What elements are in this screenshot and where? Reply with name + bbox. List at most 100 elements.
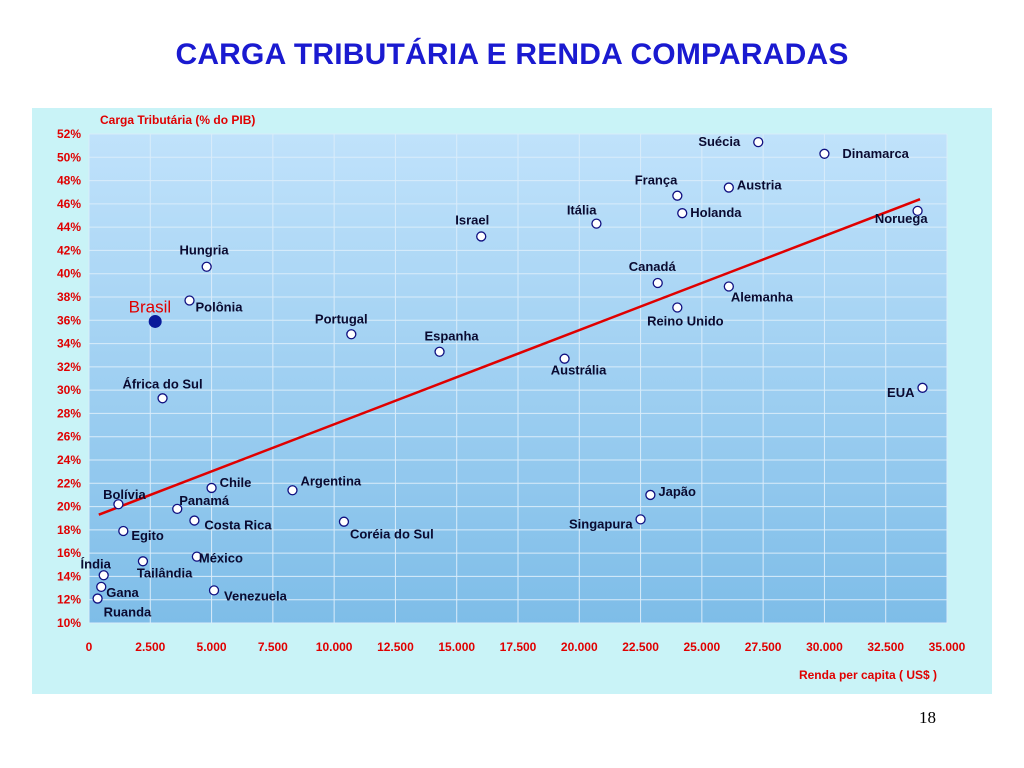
data-point: Portugal [315, 311, 368, 340]
y-tick-label: 18% [57, 523, 81, 537]
point-label: México [199, 551, 243, 566]
point-label: Itália [567, 203, 597, 218]
data-point: Costa Rica [189, 515, 272, 533]
point-marker [652, 277, 663, 289]
x-tick-label: 22.500 [622, 640, 659, 654]
x-tick-label: 32.500 [867, 640, 904, 654]
point-label: Panamá [179, 493, 230, 508]
point-marker [184, 295, 195, 306]
y-tick-label: 36% [57, 313, 81, 327]
data-point: Austria [723, 178, 782, 193]
data-point: África do Sul [122, 376, 203, 404]
point-label: Egito [131, 528, 164, 543]
y-tick-label: 28% [57, 406, 81, 420]
point-marker [912, 205, 923, 216]
point-label: Ruanda [104, 605, 152, 620]
y-tick-label: 40% [57, 267, 81, 281]
x-tick-label: 20.000 [561, 640, 598, 654]
point-marker [677, 208, 688, 219]
point-label: Canadá [629, 259, 677, 274]
data-point: Holanda [677, 205, 742, 220]
point-label: Reino Unido [647, 313, 724, 328]
x-axis-label: Renda per capita ( US$ ) [799, 668, 937, 682]
data-point: Israel [455, 212, 489, 242]
point-marker [201, 261, 212, 272]
point-label: Tailândia [137, 565, 193, 580]
data-point: EUA [887, 382, 928, 400]
page-number: 18 [919, 708, 936, 727]
point-marker [559, 353, 570, 364]
data-point: Índia [81, 556, 112, 581]
y-tick-label: 42% [57, 243, 81, 257]
x-tick-label: 12.500 [377, 640, 414, 654]
data-point: Dinamarca [819, 146, 910, 161]
point-marker [591, 218, 602, 229]
y-tick-label: 26% [57, 430, 81, 444]
data-point: Gana [96, 581, 140, 600]
data-point: Itália [567, 203, 602, 229]
point-marker [434, 346, 445, 357]
point-label: Hungria [180, 243, 230, 258]
highlight-point-marker [148, 314, 162, 328]
point-marker [819, 148, 830, 159]
y-tick-label: 44% [57, 220, 81, 234]
point-marker [96, 581, 107, 593]
point-label: EUA [887, 385, 915, 400]
point-marker [723, 182, 734, 193]
data-points: Suécia Dinamarca França Austria Holanda Itáli… [81, 134, 929, 619]
y-tick-label: 24% [57, 453, 81, 467]
trend-line [98, 198, 921, 516]
point-marker [113, 499, 124, 510]
point-label: Japão [658, 484, 696, 499]
data-point: Suécia [698, 134, 764, 149]
x-tick-label: 27.500 [745, 640, 782, 654]
data-point: Ruanda [92, 593, 152, 620]
data-point: Espanha [424, 329, 479, 357]
point-marker [338, 516, 350, 527]
data-point: Canadá [629, 259, 677, 289]
point-marker [753, 137, 764, 148]
slide-title: CARGA TRIBUTÁRIA E RENDA COMPARADAS [175, 38, 849, 71]
data-point: Chile [206, 475, 251, 494]
y-tick-label: 20% [57, 500, 81, 514]
data-point: Japão [645, 484, 696, 501]
data-point: Polônia [184, 295, 244, 314]
data-point: Tailândia [137, 556, 193, 580]
y-tick-label: 48% [57, 174, 81, 188]
point-marker [137, 556, 149, 567]
x-tick-label: 17.500 [500, 640, 537, 654]
point-marker [98, 570, 109, 581]
grid-lines [88, 133, 948, 624]
point-label: Suécia [698, 134, 741, 149]
point-marker [346, 329, 357, 340]
y-tick-label: 34% [57, 337, 81, 351]
point-marker [672, 302, 683, 313]
point-marker [157, 393, 168, 404]
y-axis-ticks: 10% 12% 14% 16% 18% 20% 22% 24% 26% 28% 30% 32% 34% 3… [57, 127, 81, 630]
data-point: Alemanha [723, 281, 794, 305]
x-tick-label: 5.000 [197, 640, 227, 654]
y-tick-label: 52% [57, 127, 81, 141]
point-label: Espanha [424, 329, 479, 344]
point-label: Bolívia [103, 487, 146, 502]
point-label: Polônia [196, 299, 244, 314]
point-marker [635, 514, 646, 525]
y-tick-label: 46% [57, 197, 81, 211]
point-marker [723, 281, 734, 292]
data-point: França [635, 173, 683, 201]
point-label: Israel [455, 212, 489, 227]
data-point: Singapura [569, 514, 646, 531]
point-label: Costa Rica [204, 518, 272, 533]
y-tick-label: 32% [57, 360, 81, 374]
x-tick-label: 25.000 [684, 640, 721, 654]
point-marker [189, 515, 200, 526]
point-label: França [635, 173, 678, 188]
point-label: Argentina [300, 473, 361, 488]
point-marker [191, 551, 203, 562]
data-point: Venezuela [208, 585, 288, 603]
y-tick-label: 50% [57, 150, 81, 164]
point-label: Alemanha [731, 290, 794, 305]
y-tick-label: 10% [57, 616, 81, 630]
data-point: Reino Unido [647, 302, 724, 328]
point-label: Venezuela [224, 588, 288, 603]
